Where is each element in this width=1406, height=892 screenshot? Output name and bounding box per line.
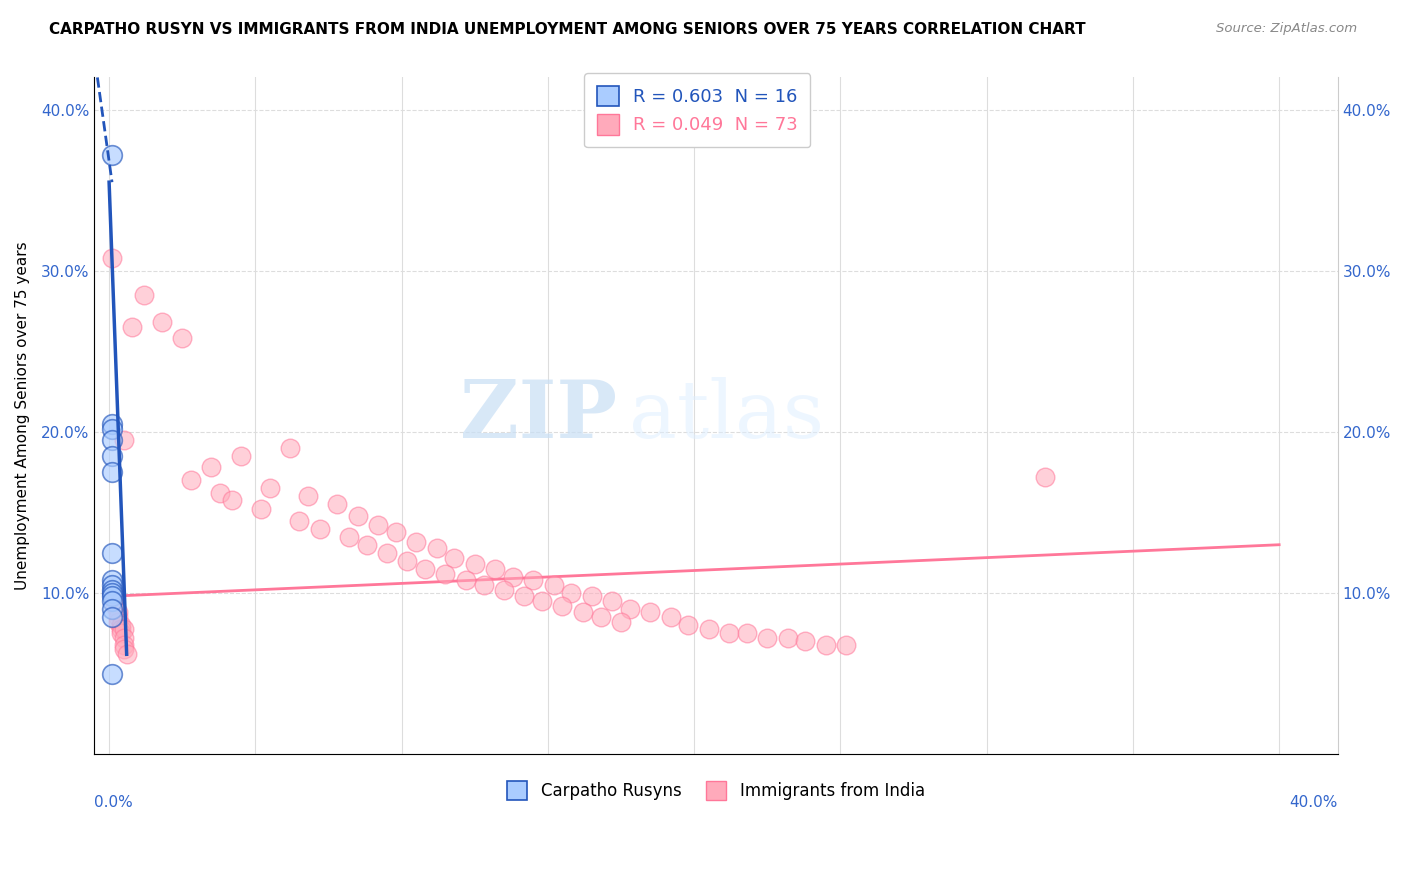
Point xyxy=(610,615,633,629)
Point xyxy=(101,573,124,587)
Point xyxy=(104,599,127,613)
Point xyxy=(326,498,349,512)
Point xyxy=(112,433,135,447)
Point xyxy=(101,602,124,616)
Point xyxy=(572,606,595,620)
Point xyxy=(735,626,758,640)
Point xyxy=(522,573,544,587)
Point xyxy=(600,594,623,608)
Point xyxy=(530,594,553,608)
Point xyxy=(472,578,495,592)
Point xyxy=(101,610,124,624)
Point xyxy=(443,550,465,565)
Point xyxy=(560,586,582,600)
Point xyxy=(259,481,281,495)
Point xyxy=(280,441,302,455)
Point xyxy=(101,578,124,592)
Point xyxy=(434,566,457,581)
Point xyxy=(346,508,368,523)
Point xyxy=(413,562,436,576)
Point xyxy=(221,492,243,507)
Point xyxy=(121,320,143,334)
Text: ZIP: ZIP xyxy=(460,376,617,455)
Point xyxy=(659,610,682,624)
Point xyxy=(288,514,311,528)
Point xyxy=(756,631,779,645)
Point xyxy=(107,610,129,624)
Point xyxy=(112,622,135,636)
Point xyxy=(375,546,398,560)
Point xyxy=(384,524,406,539)
Text: 40.0%: 40.0% xyxy=(1289,795,1337,810)
Point xyxy=(513,589,536,603)
Point xyxy=(814,638,837,652)
Point xyxy=(543,578,565,592)
Point xyxy=(101,251,124,265)
Point xyxy=(107,615,129,629)
Point xyxy=(101,666,124,681)
Point xyxy=(551,599,574,613)
Point xyxy=(112,638,135,652)
Point xyxy=(794,634,817,648)
Point xyxy=(396,554,419,568)
Point xyxy=(484,562,506,576)
Point xyxy=(110,622,132,636)
Point xyxy=(107,606,129,620)
Point xyxy=(172,331,194,345)
Point xyxy=(1033,470,1056,484)
Point xyxy=(101,422,124,436)
Point xyxy=(638,606,661,620)
Point xyxy=(180,473,202,487)
Point xyxy=(308,522,330,536)
Point xyxy=(492,582,515,597)
Text: Source: ZipAtlas.com: Source: ZipAtlas.com xyxy=(1216,22,1357,36)
Point xyxy=(405,534,427,549)
Point xyxy=(112,631,135,645)
Point xyxy=(110,626,132,640)
Point xyxy=(229,449,252,463)
Point xyxy=(115,648,138,662)
Text: atlas: atlas xyxy=(628,376,824,455)
Point xyxy=(209,486,232,500)
Point xyxy=(101,546,124,560)
Point xyxy=(367,518,389,533)
Point xyxy=(426,541,449,555)
Point xyxy=(101,465,124,479)
Point xyxy=(589,610,612,624)
Point xyxy=(101,582,124,597)
Point xyxy=(104,589,127,603)
Point xyxy=(502,570,524,584)
Point xyxy=(250,502,273,516)
Point xyxy=(678,618,700,632)
Point xyxy=(776,631,799,645)
Legend: Carpatho Rusyns, Immigrants from India: Carpatho Rusyns, Immigrants from India xyxy=(494,768,938,814)
Point xyxy=(101,417,124,431)
Point xyxy=(454,573,477,587)
Point xyxy=(101,586,124,600)
Point xyxy=(718,626,741,640)
Point xyxy=(581,589,603,603)
Point xyxy=(464,557,486,571)
Point xyxy=(101,449,124,463)
Point xyxy=(134,288,156,302)
Text: CARPATHO RUSYN VS IMMIGRANTS FROM INDIA UNEMPLOYMENT AMONG SENIORS OVER 75 YEARS: CARPATHO RUSYN VS IMMIGRANTS FROM INDIA … xyxy=(49,22,1085,37)
Point xyxy=(835,638,858,652)
Point xyxy=(101,148,124,162)
Point xyxy=(110,618,132,632)
Point xyxy=(150,315,173,329)
Point xyxy=(619,602,641,616)
Point xyxy=(101,594,124,608)
Point xyxy=(337,530,360,544)
Text: 0.0%: 0.0% xyxy=(94,795,134,810)
Point xyxy=(200,460,222,475)
Point xyxy=(356,538,378,552)
Point xyxy=(101,433,124,447)
Point xyxy=(697,622,720,636)
Y-axis label: Unemployment Among Seniors over 75 years: Unemployment Among Seniors over 75 years xyxy=(15,242,30,591)
Point xyxy=(112,642,135,657)
Point xyxy=(297,489,319,503)
Point xyxy=(101,589,124,603)
